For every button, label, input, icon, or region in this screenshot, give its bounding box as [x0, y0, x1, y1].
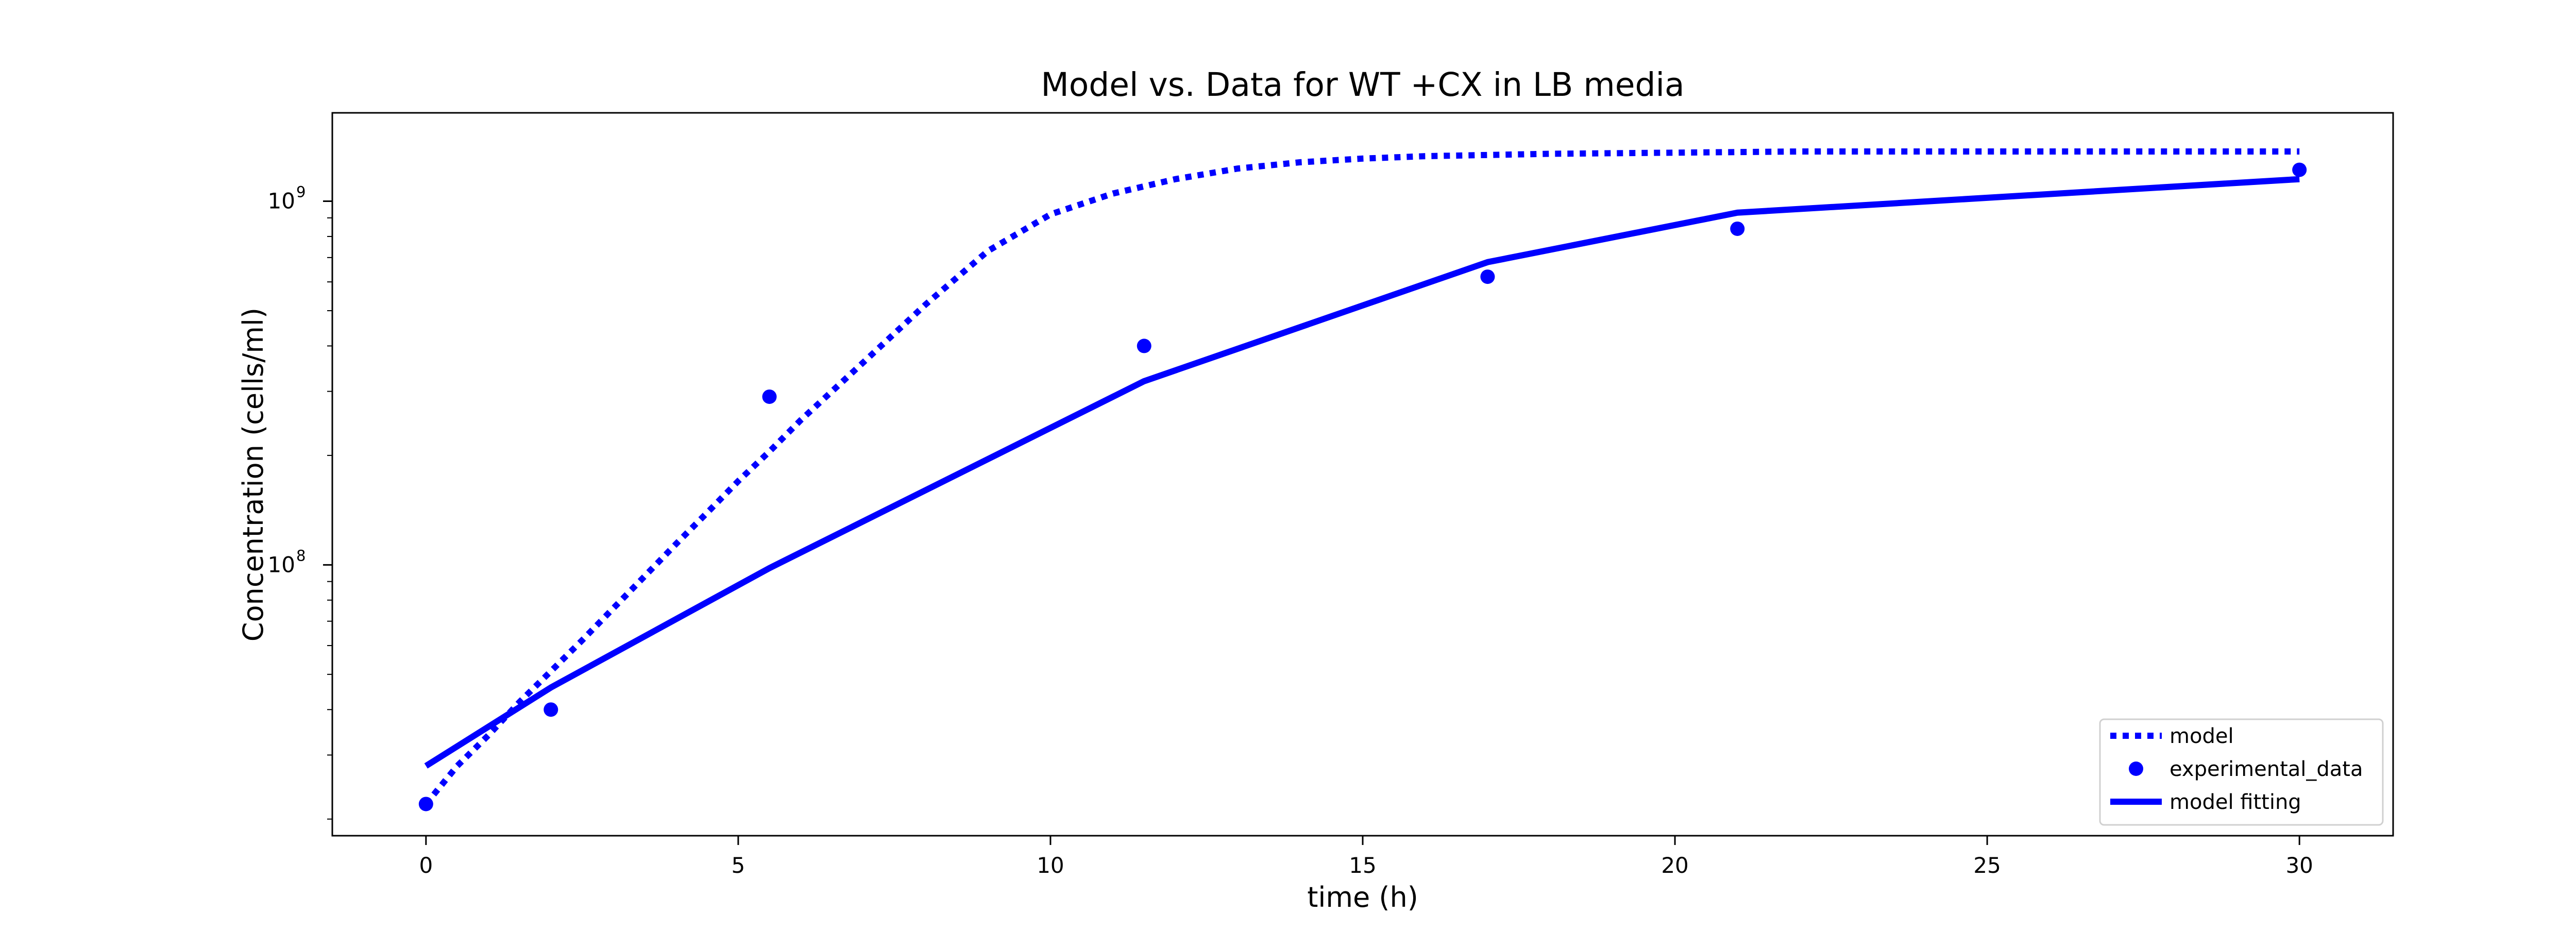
x-tick-label: 5	[732, 853, 745, 878]
x-tick-label: 0	[419, 853, 433, 878]
legend-label: experimental_data	[2170, 757, 2363, 781]
data-point	[1480, 269, 1495, 284]
legend-marker	[2129, 762, 2143, 776]
y-tick-exponent: 9	[296, 183, 306, 201]
data-point	[544, 702, 558, 717]
legend-label: model	[2170, 724, 2234, 748]
data-point	[1137, 339, 1151, 353]
legend-box	[2099, 718, 2384, 826]
model-fitting-line	[424, 176, 2300, 769]
chart-title: Model vs. Data for WT +CX in LB media	[1041, 66, 1684, 104]
data-point	[762, 389, 777, 404]
x-axis-label: time (h)	[1307, 881, 1418, 914]
data-point	[1730, 221, 1745, 236]
y-tick-label: 10	[268, 189, 295, 214]
model-line	[423, 148, 2300, 806]
y-tick-exponent: 8	[296, 547, 306, 564]
x-tick-label: 10	[1037, 853, 1064, 878]
legend-label: model fitting	[2170, 790, 2301, 814]
x-tick-label: 20	[1661, 853, 1688, 878]
data-point	[418, 797, 433, 811]
x-tick-label: 25	[1973, 853, 2001, 878]
x-tick-label: 30	[2285, 853, 2313, 878]
x-tick-label: 15	[1349, 853, 1376, 878]
y-axis-label: Concentration (cells/ml)	[237, 308, 269, 641]
y-tick-label: 10	[268, 552, 295, 577]
data-point	[2292, 162, 2307, 177]
